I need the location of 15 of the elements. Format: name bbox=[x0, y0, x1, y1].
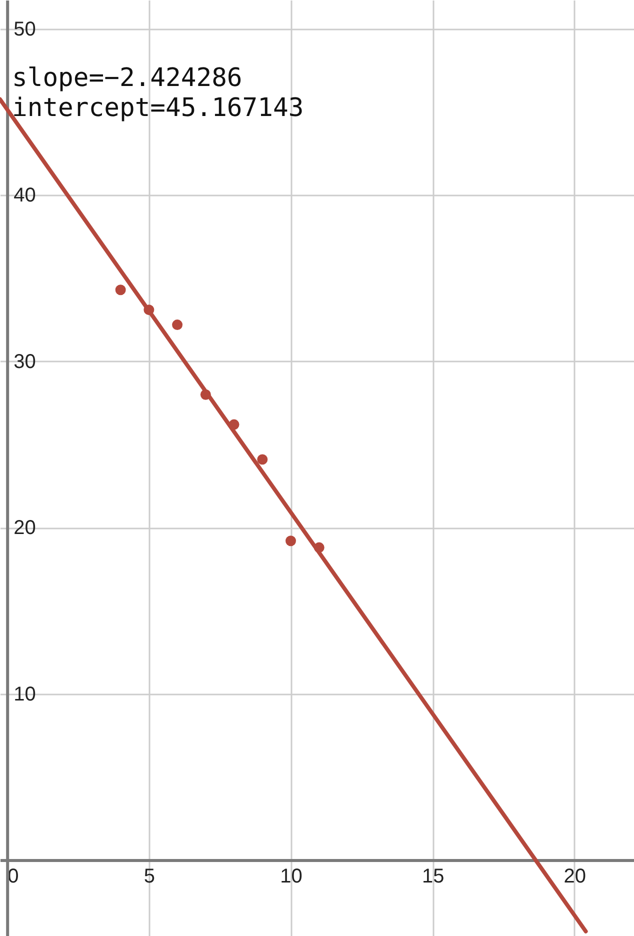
annotation: slope=−2.424286 bbox=[12, 63, 242, 93]
y-tick-label: 40 bbox=[14, 184, 36, 207]
point bbox=[286, 536, 296, 546]
x-tick-label: 20 bbox=[564, 866, 586, 888]
point bbox=[115, 284, 126, 296]
x-tick-label: 5 bbox=[144, 866, 155, 888]
x-tick-label: 15 bbox=[422, 866, 444, 888]
y-tick-label: 30 bbox=[14, 350, 36, 373]
y-tick-label: 50 bbox=[14, 18, 36, 40]
point bbox=[257, 454, 268, 465]
x-tick-label: 10 bbox=[280, 866, 302, 888]
point bbox=[172, 320, 183, 330]
annotation: intercept=45.167143 bbox=[12, 93, 304, 123]
y-tick-label: 20 bbox=[14, 517, 36, 540]
y-tick-label: 10 bbox=[14, 683, 36, 706]
